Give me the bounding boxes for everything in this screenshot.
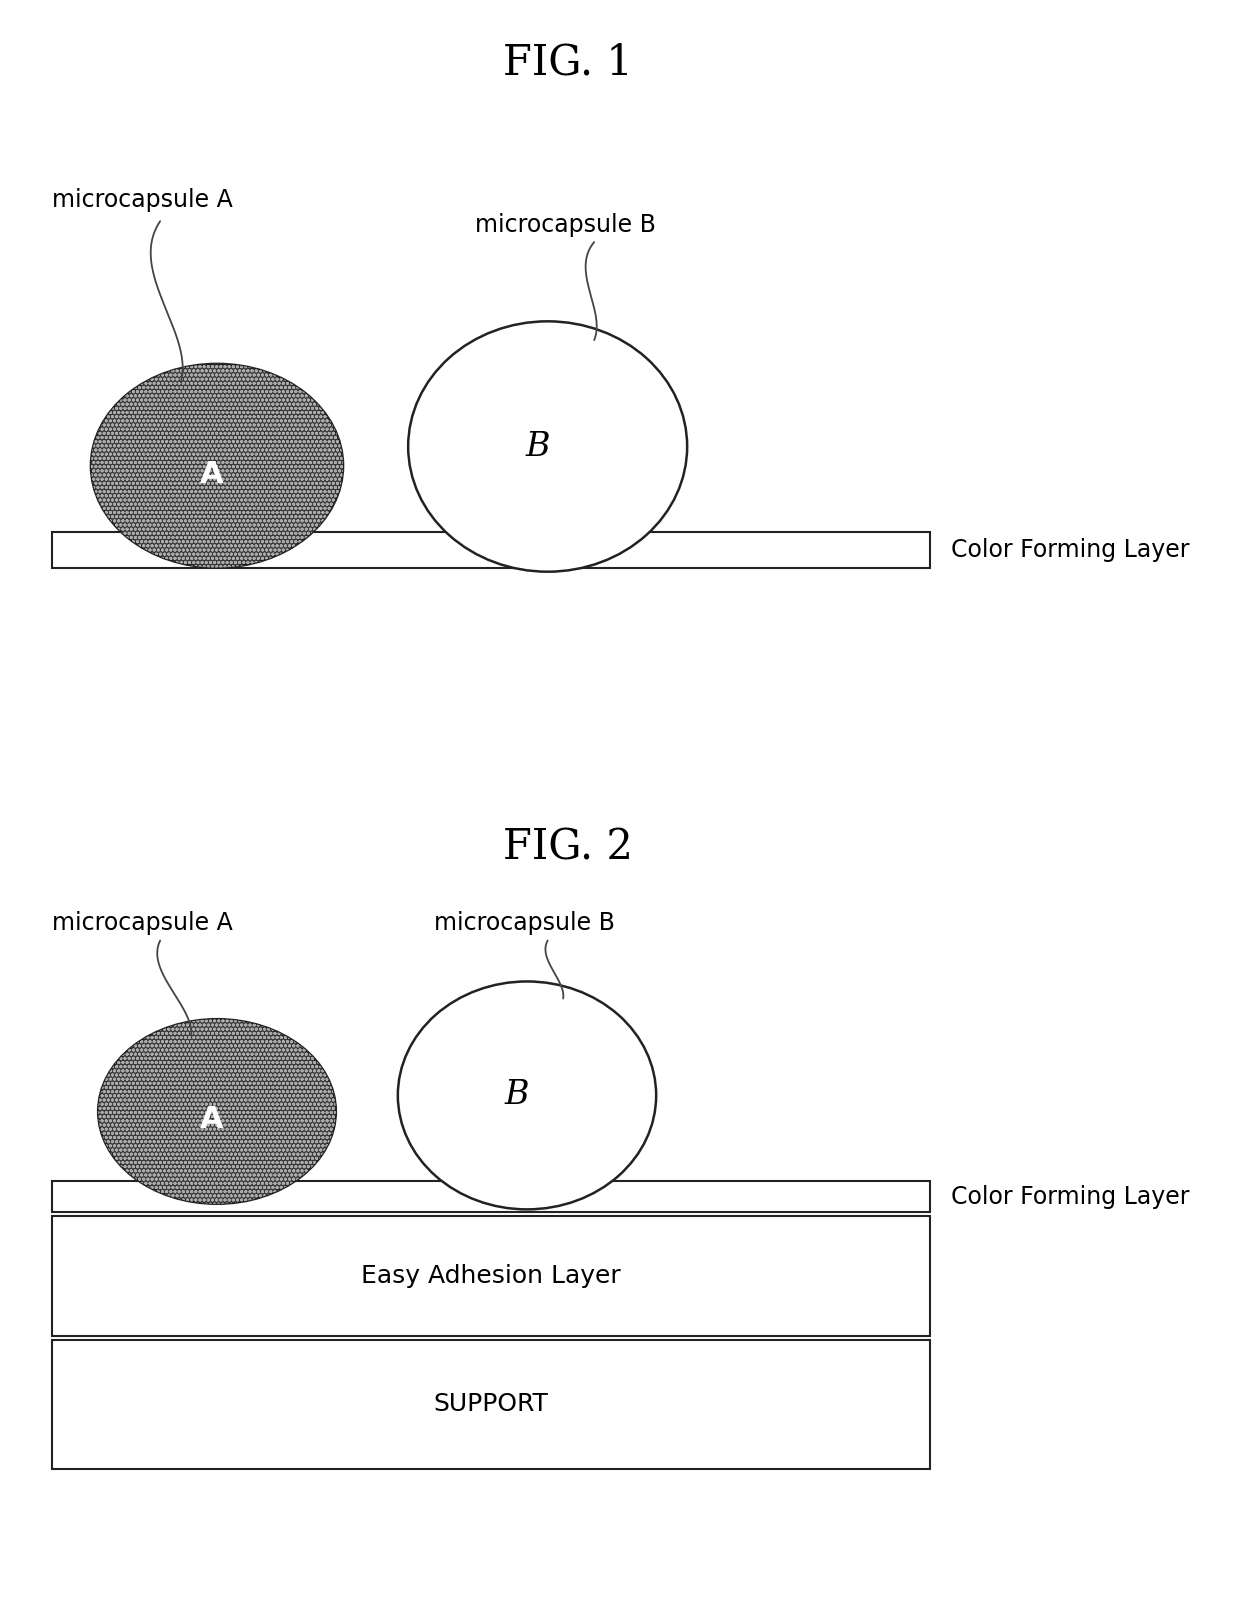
Text: A: A xyxy=(200,459,223,488)
Text: microcapsule B: microcapsule B xyxy=(475,213,656,238)
Bar xyxy=(52,1340,930,1469)
Circle shape xyxy=(98,1019,336,1204)
Ellipse shape xyxy=(408,321,687,571)
Text: Color Forming Layer: Color Forming Layer xyxy=(951,1184,1189,1209)
Text: B: B xyxy=(505,1080,529,1111)
Text: B: B xyxy=(525,430,549,462)
Bar xyxy=(52,1217,930,1335)
Text: A: A xyxy=(200,1104,223,1135)
Text: Easy Adhesion Layer: Easy Adhesion Layer xyxy=(361,1265,621,1287)
Text: FIG. 1: FIG. 1 xyxy=(503,42,634,83)
Bar xyxy=(52,1181,930,1212)
Circle shape xyxy=(91,364,343,568)
Text: SUPPORT: SUPPORT xyxy=(434,1393,548,1416)
Bar xyxy=(52,533,930,568)
Text: FIG. 2: FIG. 2 xyxy=(503,827,634,868)
Ellipse shape xyxy=(398,981,656,1210)
Text: Color Forming Layer: Color Forming Layer xyxy=(951,538,1189,562)
Text: microcapsule B: microcapsule B xyxy=(434,912,615,934)
Text: microcapsule A: microcapsule A xyxy=(52,912,232,934)
Text: microcapsule A: microcapsule A xyxy=(52,188,232,212)
